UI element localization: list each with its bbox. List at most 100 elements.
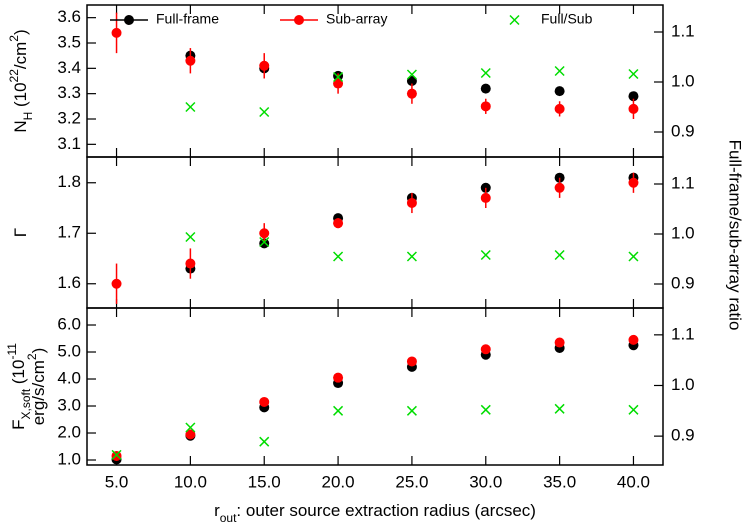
y2-tick-label: 1.0 [671,223,695,242]
point [480,249,491,261]
point [406,356,417,367]
point [628,334,639,345]
y-axis-label-part: ) [11,29,30,35]
y-axis-label: Γ [11,228,30,237]
y-axis-label-part: F [9,420,28,430]
legend-label: Full/Sub [541,11,593,27]
panel-frame [86,307,664,466]
point [554,249,565,261]
point [406,405,417,416]
y-axis-label: NH (1022/cm2) [7,29,35,132]
y2-tick-label: 1.1 [671,324,695,343]
y2-tick-label: 1.1 [671,21,695,40]
x-tick-label: 15.0 [248,472,281,491]
point [554,103,565,114]
y-tick-label: 3.2 [57,108,81,127]
y-tick-label: 3.5 [57,32,81,51]
point [554,86,565,97]
y-axis-label-part: -11 [5,343,19,360]
y-axis-label-part: erg/s/cm [29,360,48,425]
x-tick-label: 35.0 [543,472,576,491]
point [628,103,639,114]
x-axis-label-part: r [214,501,220,520]
point [554,337,565,348]
x-tick-label: 5.0 [105,472,129,491]
x-axis-label-part: : outer source extraction radius (arcsec… [236,501,536,520]
y-tick-label: 4.0 [57,368,81,387]
y2-tick-label: 1.1 [671,173,695,192]
point [333,78,344,89]
point [259,436,270,447]
y2-axis-label: Full-frame/sub-array ratio [726,140,745,331]
point [111,27,122,38]
point [259,60,270,71]
point [406,88,417,99]
y-tick-label: 3.6 [57,7,81,26]
point [554,403,565,414]
point [259,106,270,118]
y-axis-label-part: X,soft [19,388,33,419]
point [480,101,491,112]
point [185,429,196,440]
y-tick-label: 2.0 [57,422,81,441]
y-axis-label-part: 22 [7,69,21,83]
y-tick-label: 5.0 [57,341,81,360]
panel-frame [86,156,664,309]
point [333,71,344,83]
y2-tick-label: 1.0 [671,375,695,394]
point [333,251,344,262]
legend-label: Sub-array [326,11,387,27]
point [628,68,639,80]
point [406,76,417,86]
point [406,69,417,80]
point [406,251,417,262]
point [480,83,491,94]
y-axis-label-part: N [11,120,30,132]
point [406,197,417,208]
y2-tick-label: 0.9 [671,426,695,445]
y-tick-label: 1.7 [57,223,81,242]
y-axis-label: erg/s/cm2) [25,348,48,426]
x-tick-label: 30.0 [469,472,502,491]
point [111,450,122,461]
y-axis-label-part: 2 [7,35,21,42]
x-axis-label-part: out [220,511,237,525]
point [480,192,491,203]
point [111,278,122,289]
x-tick-label: 10.0 [174,472,207,491]
y-tick-label: 1.0 [57,449,81,468]
point [480,67,491,79]
y-tick-label: 3.3 [57,83,81,102]
y2-tick-label: 0.9 [671,273,695,292]
y-tick-label: 3.4 [57,58,81,77]
y-tick-label: 3.0 [57,395,81,414]
point [333,405,344,416]
y-tick-label: 1.8 [57,172,81,191]
y-tick-label: 6.0 [57,314,81,333]
legend-label: Full-frame [156,11,219,27]
y-axis-label-part: Γ [11,228,30,237]
y-axis-label-part: (10 [9,360,28,389]
y-axis-label-part: H [21,112,35,121]
point [333,372,344,383]
y-axis-label-part: ) [29,348,48,354]
y-tick-label: 1.6 [57,273,81,292]
point [628,177,639,188]
x-tick-label: 25.0 [395,472,428,491]
point [480,404,491,415]
panel-frame [86,4,664,158]
point [259,236,270,248]
point [111,449,122,460]
y-axis-label-part: 2 [25,353,39,360]
y-axis-label: FX,soft (10-11 [5,343,33,430]
point [185,231,196,243]
point [185,258,196,269]
y2-tick-label: 0.9 [671,121,695,140]
point [259,228,270,239]
x-tick-label: 20.0 [322,472,355,491]
point [628,404,639,415]
x-axis-label: rout: outer source extraction radius (ar… [214,501,536,525]
point [554,182,565,193]
point [628,251,639,262]
